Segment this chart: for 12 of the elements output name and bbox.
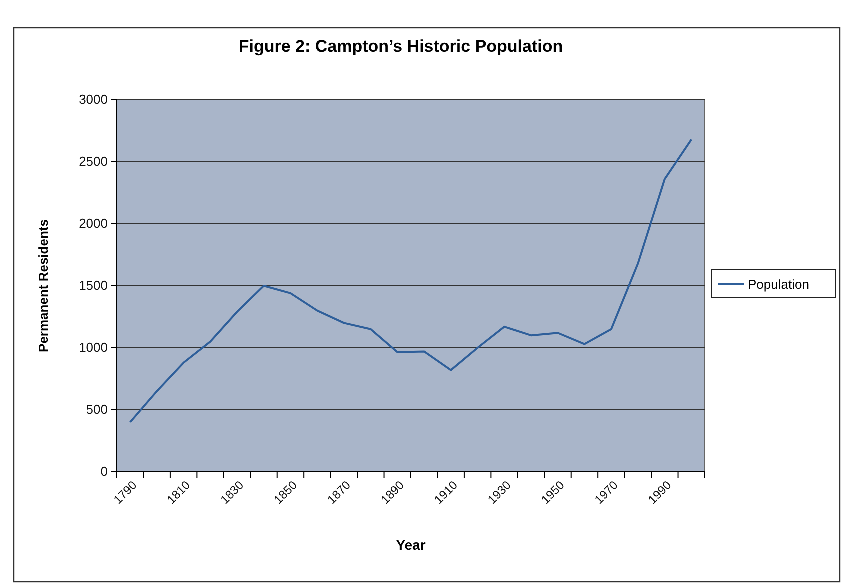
y-tick-label: 1500 [79, 278, 108, 294]
line-series [129, 138, 693, 424]
y-tick-label: 0 [100, 464, 108, 480]
y-tick-label: 500 [86, 402, 108, 418]
legend-label: Population [748, 277, 810, 292]
y-tick-label: 1000 [79, 340, 108, 356]
y-axis-title: Permanent Residents [36, 220, 51, 352]
x-axis-title: Year [396, 537, 426, 553]
y-tick-label: 3000 [79, 92, 108, 108]
y-tick-label: 2500 [79, 154, 108, 170]
chart-title: Figure 2: Campton’s Historic Population [238, 37, 564, 56]
y-tick-label: 2000 [79, 216, 108, 232]
